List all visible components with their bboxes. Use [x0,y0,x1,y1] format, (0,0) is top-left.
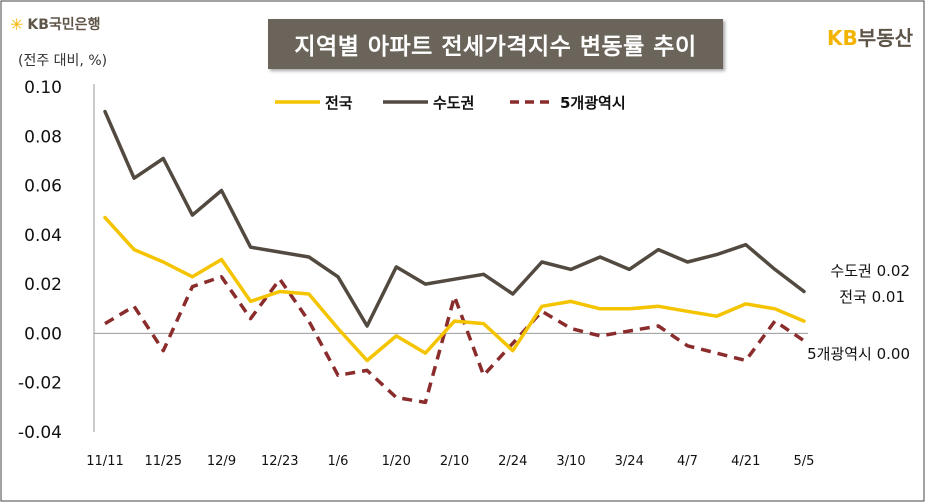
kb-realty-text: 부동산 [857,26,913,50]
y-tick-label: 0.08 [24,127,62,147]
x-tick-label: 4/7 [677,454,698,469]
kb-bank-logo-text: KB국민은행 [27,17,101,33]
x-tick-label: 3/24 [615,454,644,469]
y-axis: 0.10 0.08 0.06 0.04 0.02 0.00 -0.02 -0.04 [18,78,62,443]
x-tick-label: 12/9 [207,454,236,469]
chart-title: 지역별 아파트 전세가격지수 변동률 추이 [268,19,723,69]
legend-label-capital: 수도권 [433,94,474,112]
end-label-metro: 5개광역시 0.00 [807,345,910,363]
x-tick-label: 2/10 [440,454,469,469]
kb-realty-logo: KB부동산 [827,22,913,51]
x-axis: 11/11 11/25 12/9 12/23 1/6 1/20 2/10 2/24 3/10 3/… [86,454,814,469]
kb-bank-logo: ✳ KB국민은행 [10,14,100,34]
legend-label-metro: 5개광역시 [560,94,626,112]
x-tick-label: 1/20 [382,454,411,469]
series-line-metro [104,275,805,405]
x-tick-label: 12/23 [261,454,298,469]
y-tick-label: 0.10 [24,78,62,98]
x-tick-label: 3/10 [556,454,585,469]
y-tick-label: -0.04 [18,423,62,443]
series-line-capital [103,109,806,328]
series-line-national [103,215,806,363]
y-tick-label: 0.02 [24,275,62,295]
y-tick-label: 0.06 [24,177,62,197]
y-tick-label: 0.04 [24,226,62,246]
end-label-capital: 수도권 0.02 [830,262,910,280]
x-tick-label: 1/6 [328,454,349,469]
end-labels: 수도권 0.02 전국 0.01 5개광역시 0.00 [807,262,910,363]
end-label-national: 전국 0.01 [839,288,905,306]
unit-label: (전주 대비, %) [18,53,108,69]
y-tick-label: -0.02 [18,374,62,394]
axis-lines [93,84,808,432]
y-tick-label: 0.00 [24,324,62,344]
x-tick-label: 11/11 [86,454,123,469]
legend: 전국 수도권 5개광역시 [275,94,626,112]
legend-label-national: 전국 [325,94,353,112]
x-tick-label: 2/24 [498,454,527,469]
series-lines [103,109,806,405]
kb-star-icon: ✳ [10,14,24,34]
x-tick-label: 11/25 [145,454,182,469]
x-tick-label: 4/21 [731,454,760,469]
x-tick-label: 5/5 [794,454,815,469]
kb-realty-kb: KB [827,26,858,50]
